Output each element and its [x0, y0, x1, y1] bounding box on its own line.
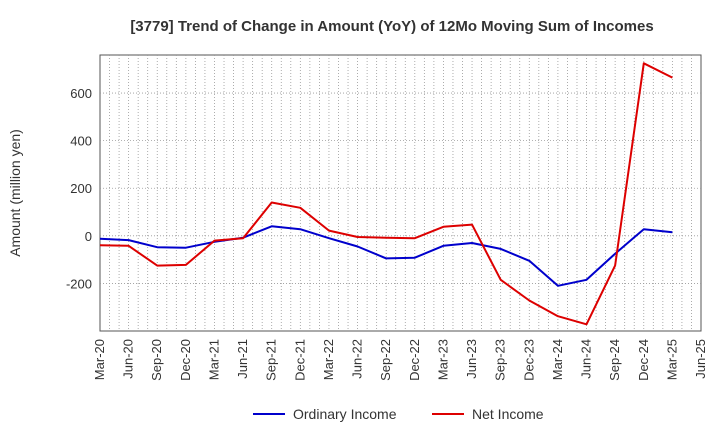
x-tick-label: Sep-22 — [378, 339, 393, 381]
legend: Ordinary Income Net Income — [253, 406, 544, 422]
legend-label: Net Income — [472, 406, 544, 422]
x-tick-label: Jun-21 — [235, 339, 250, 379]
x-tick-label: Mar-22 — [321, 339, 336, 380]
x-tick-label: Jun-22 — [350, 339, 365, 379]
x-tick-label: Dec-22 — [407, 339, 422, 381]
x-tick-label: Jun-24 — [579, 339, 594, 379]
y-tick-label: 0 — [85, 229, 92, 244]
x-tick-label: Dec-21 — [292, 339, 307, 381]
grid-lines — [100, 55, 701, 331]
legend-label: Ordinary Income — [293, 406, 397, 422]
series-line-0 — [99, 225, 673, 287]
x-tick-label: Mar-20 — [92, 339, 107, 380]
y-axis-ticks: -200 0 200 400 600 — [66, 86, 92, 291]
x-axis-ticks: Mar-20 Jun-20 Sep-20 Dec-20 Mar-21 Jun-21 Sep-… — [92, 339, 708, 381]
y-tick-label: -200 — [66, 276, 92, 291]
y-tick-label: 200 — [70, 181, 92, 196]
x-tick-label: Dec-23 — [521, 339, 536, 381]
series-lines — [99, 62, 673, 326]
series-line-1 — [99, 62, 673, 326]
plot-area — [99, 54, 702, 332]
x-tick-label: Dec-20 — [178, 339, 193, 381]
y-tick-label: 600 — [70, 86, 92, 101]
x-tick-label: Mar-21 — [206, 339, 221, 380]
chart-title: [3779] Trend of Change in Amount (YoY) o… — [130, 18, 653, 35]
x-tick-label: Sep-20 — [149, 339, 164, 381]
x-tick-label: Mar-24 — [550, 339, 565, 380]
y-tick-label: 400 — [70, 134, 92, 149]
x-tick-label: Mar-23 — [435, 339, 450, 380]
x-tick-label: Mar-25 — [664, 339, 679, 380]
y-axis-label: Amount (million yen) — [7, 129, 23, 257]
x-tick-label: Sep-21 — [264, 339, 279, 381]
x-tick-label: Jun-20 — [121, 339, 136, 379]
x-tick-label: Sep-24 — [607, 339, 622, 381]
x-tick-label: Jun-25 — [693, 339, 708, 379]
x-tick-label: Dec-24 — [636, 339, 651, 381]
x-tick-label: Jun-23 — [464, 339, 479, 379]
x-tick-label: Sep-23 — [493, 339, 508, 381]
